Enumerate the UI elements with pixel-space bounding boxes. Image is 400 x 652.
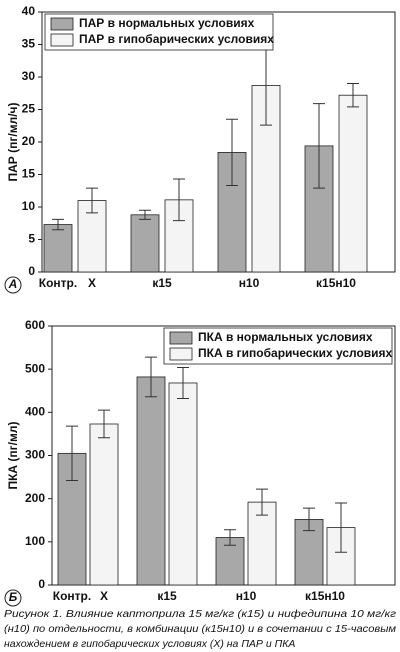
legend-swatch	[169, 347, 193, 361]
bar	[338, 94, 368, 273]
legend-label: ПКА в нормальных условиях	[198, 330, 373, 344]
y-tick-label: 40	[22, 4, 36, 18]
bar-label: Х	[100, 589, 108, 603]
bar-label: Контр.	[53, 589, 91, 603]
error-bar	[303, 507, 315, 532]
error-bar	[313, 103, 325, 189]
y-tick-label: 5	[28, 232, 35, 246]
y-tick-label: 30	[22, 69, 36, 83]
y-tick-label: 300	[25, 448, 45, 462]
y-tick-label: 0	[38, 577, 45, 591]
caption-line: нахождением в гипобарических условиях (Х…	[4, 638, 295, 650]
bar	[168, 382, 198, 586]
bar	[130, 214, 160, 273]
panel-badge	[4, 276, 22, 294]
legend-swatch	[50, 17, 74, 31]
bar-label: Х	[88, 276, 96, 290]
x-tick-label: н10	[236, 589, 257, 603]
y-axis-label: ПАР (пг/мл/ч)	[6, 102, 20, 181]
error-bar	[86, 187, 98, 214]
legend-label: ПАР в нормальных условиях	[79, 16, 255, 30]
y-tick-label: 200	[25, 491, 45, 505]
y-axis-label: ПКА (пг/мл)	[6, 421, 20, 489]
x-tick-label: к15н10	[316, 276, 356, 290]
legend-box	[163, 327, 393, 365]
x-tick-label: к15	[157, 589, 177, 603]
bar	[89, 423, 119, 586]
y-tick-label: 25	[22, 102, 36, 116]
y-tick-label: 10	[22, 199, 36, 213]
bar	[247, 501, 277, 586]
error-bar	[226, 118, 238, 187]
y-tick-label: 20	[22, 134, 36, 148]
panel-badge	[4, 589, 22, 607]
panel-label: Б	[9, 590, 18, 604]
y-tick-label: 35	[22, 37, 36, 51]
x-tick-label: н10	[239, 276, 260, 290]
error-bar	[347, 83, 359, 108]
error-bar	[145, 356, 157, 398]
y-tick-label: 400	[25, 405, 45, 419]
panel-label: А	[8, 277, 18, 291]
legend-box	[44, 13, 274, 51]
y-tick-label: 500	[25, 361, 45, 375]
legend-swatch	[50, 33, 74, 47]
error-bar	[52, 218, 64, 231]
error-bar	[66, 425, 78, 482]
bar	[136, 376, 166, 586]
y-tick-label: 600	[25, 318, 45, 332]
bar-label: Контр.	[39, 276, 77, 290]
caption-line: (н10) по отдельности, в комбинации (к15н…	[4, 623, 396, 635]
error-bar	[256, 488, 268, 516]
x-tick-label: к15	[152, 276, 172, 290]
caption-line: Рисунок 1. Влияние каптоприла 15 мг/кг (…	[4, 608, 396, 620]
error-bar	[335, 502, 347, 553]
legend-label: ПАР в гипобарических условиях	[79, 32, 274, 46]
error-bar	[224, 529, 236, 546]
error-bar	[98, 409, 110, 439]
error-bar	[139, 209, 151, 220]
legend-label: ПКА в гипобарических условиях	[198, 346, 393, 360]
y-tick-label: 15	[22, 167, 36, 181]
y-tick-label: 0	[28, 264, 35, 278]
x-tick-label: к15н10	[305, 589, 345, 603]
legend-swatch	[169, 331, 193, 345]
y-tick-label: 100	[25, 534, 45, 548]
bar	[43, 224, 73, 273]
error-bar	[177, 366, 189, 400]
error-bar	[173, 178, 185, 222]
